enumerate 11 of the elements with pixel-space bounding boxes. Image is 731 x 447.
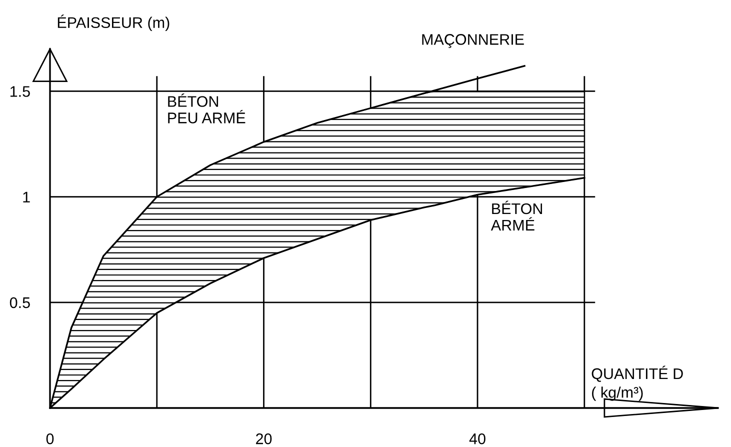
x-tick-label: 0 [46, 433, 54, 444]
y-tick-label: 1 [23, 192, 30, 202]
series-label: BÉTON ARMÉ [490, 200, 542, 230]
y-tick-label: 1.5 [10, 86, 30, 97]
y-axis-title: ÉPAISSEUR (m) [58, 14, 170, 32]
x-axis-title: QUANTITÉ D ( kg/m³) [592, 366, 683, 401]
x-tick-label: 20 [256, 433, 272, 444]
annotation: BÉTON PEU ARMÉ [168, 93, 246, 124]
y-tick-label: 0.5 [10, 297, 30, 308]
x-tick-label: 40 [469, 433, 486, 444]
series-label: MAÇONNERIE [422, 34, 524, 48]
